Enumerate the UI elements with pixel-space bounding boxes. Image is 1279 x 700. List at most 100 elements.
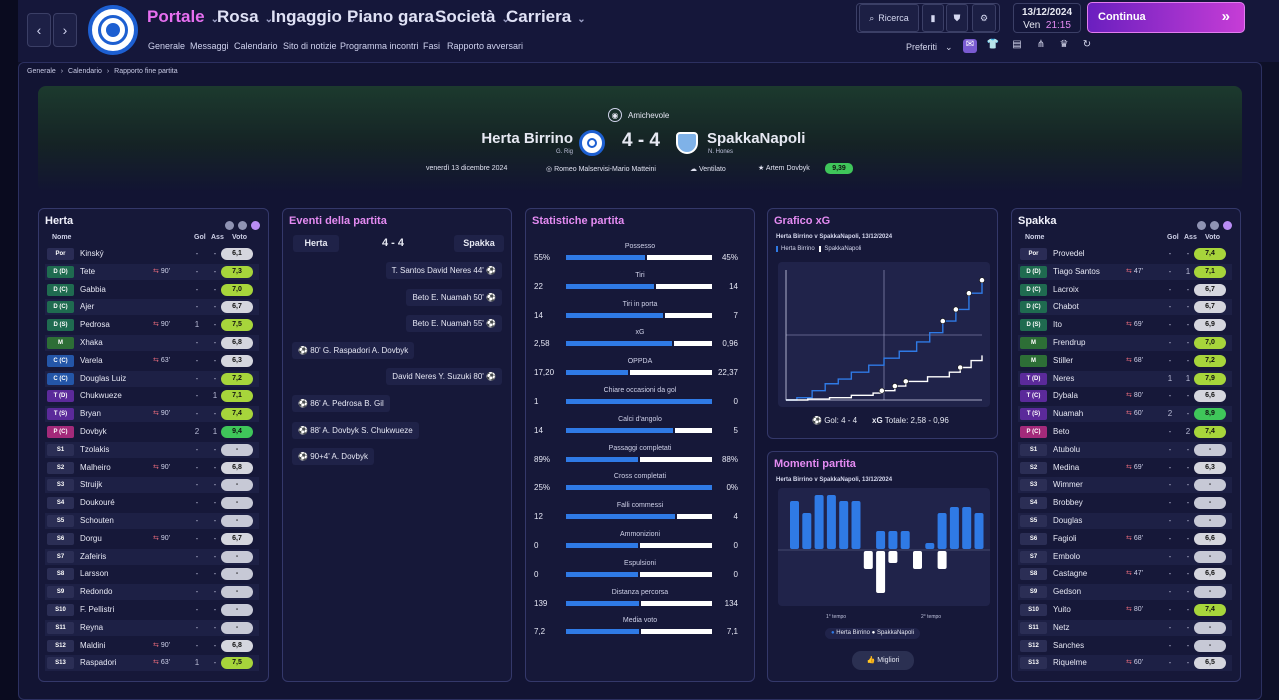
player-name[interactable]: Schouten — [80, 516, 114, 525]
away-team-name[interactable]: SpakkaNapoli — [707, 130, 806, 147]
player-name[interactable]: Embolo — [1053, 551, 1081, 561]
player-name[interactable]: Pedrosa — [80, 320, 110, 330]
tactics-icon[interactable]: ⋔ — [1036, 39, 1046, 50]
player-name[interactable]: Brobbey — [1053, 498, 1083, 508]
player-name[interactable]: F. Pellistri — [80, 605, 115, 614]
event-away[interactable]: David Neres Y. Suzuki 80' ⚽ — [386, 368, 502, 386]
player-name[interactable]: Tzolakis — [80, 444, 110, 454]
player-row[interactable]: S2 Malheiro ⇆ 90' - -6,8 — [45, 460, 259, 476]
moment-bar-home[interactable] — [826, 495, 836, 549]
player-row[interactable]: S1 Tzolakis - - - — [45, 441, 259, 458]
subnav-messaggi[interactable]: Messaggi — [190, 41, 229, 51]
back-button[interactable]: ‹ — [27, 13, 51, 47]
moment-bar-home[interactable] — [839, 501, 849, 549]
player-name[interactable]: Reyna — [80, 622, 104, 632]
player-name[interactable]: Wimmer — [1053, 480, 1083, 490]
player-name[interactable]: Struijk — [80, 480, 103, 490]
forward-button[interactable]: › — [53, 13, 77, 47]
goal-marker[interactable] — [939, 318, 946, 324]
player-name[interactable]: Yuito — [1053, 605, 1071, 614]
moment-bar-away[interactable] — [876, 551, 886, 593]
player-row[interactable]: S8 Larsson - - - — [45, 566, 259, 582]
moment-bar-away[interactable] — [937, 551, 947, 569]
player-name[interactable]: Doukouré — [80, 498, 115, 508]
nav-piano-gara[interactable]: Piano gara ⌄ — [347, 7, 449, 26]
event-away[interactable]: Beto E. Nuamah 50' ⚽ — [406, 288, 502, 306]
player-name[interactable]: Raspadori — [80, 658, 117, 668]
goal-marker[interactable] — [902, 378, 909, 385]
player-name[interactable]: Douglas Luiz — [80, 373, 127, 383]
player-row[interactable]: S13 Riquelme ⇆ 60' - -6,5 — [1018, 655, 1232, 672]
man-of-the-match[interactable]: ★ Artem Dovbyk — [758, 164, 810, 172]
continue-button[interactable]: Continua » — [1087, 2, 1245, 33]
player-row[interactable]: S2 Medina ⇆ 69' - -6,3 — [1018, 460, 1232, 476]
subnav-generale[interactable]: Generale — [148, 41, 186, 51]
nav-rosa[interactable]: Rosa ⌄ — [217, 7, 273, 26]
moment-bar-home[interactable] — [851, 501, 861, 549]
player-row[interactable]: S9 Gedson - - - — [1018, 584, 1232, 601]
player-name[interactable]: Varela — [80, 355, 103, 365]
player-name[interactable]: Neres — [1053, 373, 1075, 383]
player-name[interactable]: Redondo — [80, 587, 113, 597]
moment-bar-home[interactable] — [790, 501, 799, 549]
competition-name[interactable]: Amichevole — [628, 111, 670, 120]
bookmark-button[interactable]: ▮ — [922, 4, 944, 32]
player-name[interactable]: Medina — [1053, 462, 1080, 472]
goal-marker[interactable] — [952, 306, 959, 313]
search-button[interactable]: ⌕ Ricerca — [859, 4, 919, 32]
player-name[interactable]: Tiago Santos — [1053, 266, 1100, 276]
player-row[interactable]: S10 F. Pellistri - - - — [45, 602, 259, 618]
player-name[interactable]: Malheiro — [80, 462, 111, 472]
breadcrumb-calendario[interactable]: Calendario — [68, 68, 102, 75]
moment-bar-home[interactable] — [802, 513, 812, 549]
player-row[interactable]: M Xhaka - -6,8 — [45, 335, 259, 351]
nav-societa[interactable]: Società ⌄ — [435, 7, 510, 26]
goal-marker[interactable] — [957, 364, 964, 371]
player-row[interactable]: S4 Brobbey - - - — [1018, 495, 1232, 511]
player-name[interactable]: Dorgu — [80, 533, 102, 543]
club-shield-button[interactable]: ⛊ — [946, 4, 968, 32]
moment-bar-home[interactable] — [900, 531, 910, 549]
player-row[interactable]: D (C) Ajer - -6,7 — [45, 299, 259, 316]
home-team-name[interactable]: Herta Birrino — [481, 130, 573, 147]
subnav-fasi[interactable]: Fasi — [423, 41, 441, 51]
player-row[interactable]: S7 Zafeiris - - - — [45, 548, 259, 565]
player-row[interactable]: S3 Struijk - - - — [45, 477, 259, 494]
player-row[interactable]: C (C) Douglas Luiz - -7,2 — [45, 370, 259, 387]
player-name[interactable]: Ajer — [80, 302, 95, 312]
view-toggle[interactable] — [1193, 217, 1232, 235]
player-name[interactable]: Sanches — [1053, 640, 1085, 650]
trophy-icon[interactable]: ♛ — [1059, 39, 1069, 50]
player-name[interactable]: Chabot — [1053, 302, 1079, 312]
player-row[interactable]: C (C) Varela ⇆ 63' - -6,3 — [45, 353, 259, 369]
goal-marker[interactable] — [891, 383, 898, 389]
game-date[interactable]: 13/12/2024 Ven 21:15 — [1013, 3, 1081, 33]
moment-bar-home[interactable] — [962, 507, 972, 549]
player-name[interactable]: Larsson — [80, 569, 109, 579]
player-name[interactable]: Netz — [1053, 622, 1070, 632]
view-toggle[interactable] — [221, 217, 260, 235]
player-row[interactable]: S12 Maldini ⇆ 90' - -6,8 — [45, 638, 259, 654]
subnav-rapporto-avversari[interactable]: Rapporto avversari — [447, 41, 524, 51]
player-row[interactable]: D (C) Lacroix - -6,7 — [1018, 282, 1232, 298]
player-name[interactable]: Dovbyk — [80, 427, 107, 436]
goal-marker[interactable] — [966, 290, 972, 297]
shirt-icon[interactable]: 👕 — [986, 39, 1000, 50]
player-name[interactable]: Bryan — [80, 409, 101, 419]
player-row[interactable]: D (S) Ito ⇆ 69' - -6,9 — [1018, 317, 1232, 333]
moment-bar-away[interactable] — [888, 551, 898, 563]
moment-bar-home[interactable] — [888, 531, 898, 549]
player-name[interactable]: Kinský — [80, 249, 104, 258]
player-row[interactable]: S9 Redondo - - - — [45, 584, 259, 601]
player-name[interactable]: Riquelme — [1053, 658, 1087, 668]
player-row[interactable]: M Stiller ⇆ 68' - -7,2 — [1018, 353, 1232, 369]
club-logo[interactable] — [88, 5, 138, 55]
player-name[interactable]: Douglas — [1053, 516, 1083, 525]
player-name[interactable]: Castagne — [1053, 569, 1088, 579]
player-row[interactable]: D (S) Pedrosa ⇆ 90' 1 -7,5 — [45, 317, 259, 333]
settings-button[interactable]: ⚙ — [972, 4, 996, 32]
player-row[interactable]: S4 Doukouré - - - — [45, 495, 259, 511]
player-row[interactable]: S13 Raspadori ⇆ 63' 1 -7,5 — [45, 655, 259, 672]
player-name[interactable]: Stiller — [1053, 355, 1074, 365]
player-row[interactable]: P (C) Beto - 2 7,4 — [1018, 424, 1232, 440]
